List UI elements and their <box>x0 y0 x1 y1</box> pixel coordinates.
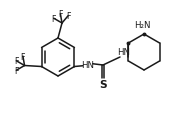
Text: F: F <box>58 10 63 19</box>
Text: F: F <box>66 12 70 21</box>
Text: F: F <box>14 66 19 75</box>
Text: F: F <box>14 57 19 66</box>
Text: H₂N: H₂N <box>134 21 150 30</box>
Text: F: F <box>52 15 56 24</box>
Text: F: F <box>21 52 25 61</box>
Text: HN: HN <box>81 61 94 70</box>
Text: HN: HN <box>117 48 130 57</box>
Text: S: S <box>99 79 107 89</box>
